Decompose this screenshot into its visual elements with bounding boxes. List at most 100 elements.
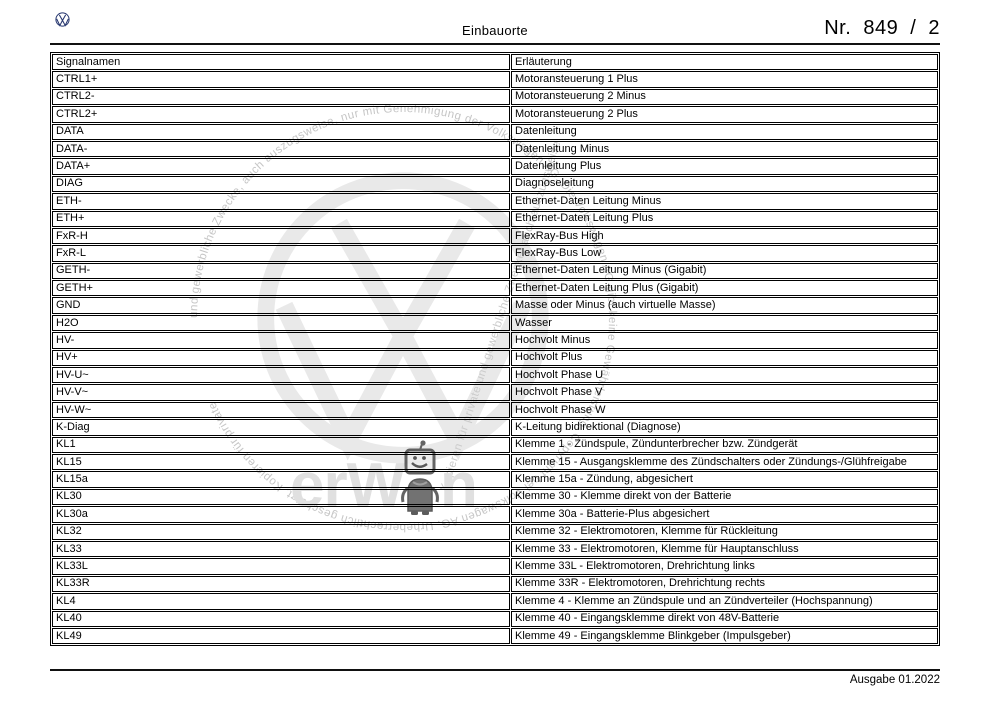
table-row: HV-U~ Hochvolt Phase U: [52, 367, 938, 384]
explanation-cell: Ethernet-Daten Leitung Minus: [511, 193, 938, 210]
table-row: KL4 Klemme 4 - Klemme an Zündspule und an…: [52, 593, 938, 610]
signal-name-cell: DIAG: [52, 175, 510, 193]
explanation-cell: Klemme 33R - Elektromotoren, Drehrichtun…: [511, 575, 938, 593]
page-footer: Ausgabe 01.2022: [50, 669, 940, 686]
signal-name-cell: HV-U~: [52, 367, 510, 384]
explanation-cell: Ethernet-Daten Leitung Minus (Gigabit): [511, 262, 938, 280]
vw-logo-icon: [55, 12, 70, 27]
explanation-cell: Ethernet-Daten Leitung Plus (Gigabit): [511, 280, 938, 297]
signal-name-cell: H2O: [52, 314, 510, 332]
table-row: KL15a Klemme 15a - Zündung, abgesichert: [52, 471, 938, 488]
signal-name-cell: KL15a: [52, 471, 510, 488]
table-row: KL33 Klemme 33 - Elektromotoren, Klemme f…: [52, 540, 938, 558]
table-row: KL1 Klemme 1 - Zündspule, Zündunterbreche…: [52, 436, 938, 453]
explanation-cell: Motoransteuerung 2 Minus: [511, 88, 938, 106]
explanation-cell: Hochvolt Plus: [511, 349, 938, 367]
explanation-cell: Klemme 33L - Elektromotoren, Drehrichtun…: [511, 558, 938, 575]
explanation-cell: Masse oder Minus (auch virtuelle Masse): [511, 297, 938, 314]
signal-name-cell: FxR-H: [52, 227, 510, 245]
explanation-cell: Klemme 4 - Klemme an Zündspule und an Zü…: [511, 593, 938, 610]
explanation-cell: Diagnoseleitung: [511, 175, 938, 193]
signal-name-cell: CTRL1+: [52, 71, 510, 88]
signal-name-cell: KL15: [52, 453, 510, 471]
explanation-cell: Klemme 40 - Eingangsklemme direkt von 48…: [511, 610, 938, 627]
table-row: DIAG Diagnoseleitung: [52, 175, 938, 193]
explanation-cell: Datenleitung Minus: [511, 140, 938, 158]
signal-name-cell: KL49: [52, 627, 510, 645]
explanation-cell: Wasser: [511, 314, 938, 332]
table-row: KL30a Klemme 30a - Batterie-Plus abgesich…: [52, 506, 938, 523]
signal-name-cell: HV+: [52, 349, 510, 367]
table-row: CTRL1+ Motoransteuerung 1 Plus: [52, 71, 938, 88]
explanation-cell: K-Leitung bidirektional (Diagnose): [511, 419, 938, 436]
table-row: KL15 Klemme 15 - Ausgangsklemme des Zünds…: [52, 453, 938, 471]
explanation-cell: Datenleitung Plus: [511, 158, 938, 175]
table-row: FxR-H FlexRay-Bus High: [52, 227, 938, 245]
signal-name-cell: GETH-: [52, 262, 510, 280]
table-row: KL32 Klemme 32 - Elektromotoren, Klemme f…: [52, 523, 938, 540]
table-row: HV+ Hochvolt Plus: [52, 349, 938, 367]
signal-name-cell: GND: [52, 297, 510, 314]
signal-name-cell: KL32: [52, 523, 510, 540]
signal-name-cell: HV-W~: [52, 401, 510, 419]
signal-name-cell: DATA+: [52, 158, 510, 175]
signal-name-cell: CTRL2+: [52, 106, 510, 123]
signal-name-cell: ETH+: [52, 210, 510, 227]
table-row: DATA Datenleitung: [52, 123, 938, 140]
table-row: DATA- Datenleitung Minus: [52, 140, 938, 158]
table-row: KL33L Klemme 33L - Elektromotoren, Drehri…: [52, 558, 938, 575]
table-row: H2O Wasser: [52, 314, 938, 332]
table-row: DATA+ Datenleitung Plus: [52, 158, 938, 175]
explanation-cell: FlexRay-Bus High: [511, 227, 938, 245]
column-header-erlaeuterung: Erläuterung: [511, 54, 938, 71]
signal-name-cell: KL4: [52, 593, 510, 610]
table-row: HV-V~ Hochvolt Phase V: [52, 384, 938, 401]
explanation-cell: Klemme 15 - Ausgangsklemme des Zündschal…: [511, 453, 938, 471]
table-row: CTRL2+ Motoransteuerung 2 Plus: [52, 106, 938, 123]
table-header-row: Signalnamen Erläuterung: [52, 54, 938, 71]
explanation-cell: Klemme 49 - Eingangsklemme Blinkgeber (I…: [511, 627, 938, 645]
explanation-cell: Klemme 30a - Batterie-Plus abgesichert: [511, 506, 938, 523]
explanation-cell: Klemme 32 - Elektromotoren, Klemme für R…: [511, 523, 938, 540]
explanation-cell: FlexRay-Bus Low: [511, 245, 938, 262]
signal-name-cell: KL40: [52, 610, 510, 627]
explanation-cell: Klemme 30 - Klemme direkt von der Batter…: [511, 488, 938, 506]
page-title: Einbauorte: [462, 23, 528, 38]
explanation-cell: Hochvolt Phase U: [511, 367, 938, 384]
page-header: Einbauorte Nr. 849 / 2: [50, 6, 940, 45]
erwin-watermark-text-right: n: [440, 451, 478, 520]
explanation-cell: Klemme 15a - Zündung, abgesichert: [511, 471, 938, 488]
signal-name-cell: KL30: [52, 488, 510, 506]
page-number: Nr. 849 / 2: [824, 17, 940, 39]
table-row: GETH- Ethernet-Daten Leitung Minus (Gigab…: [52, 262, 938, 280]
signal-name-cell: GETH+: [52, 280, 510, 297]
signal-name-cell: CTRL2-: [52, 88, 510, 106]
signal-name-cell: FxR-L: [52, 245, 510, 262]
signal-name-cell: ETH-: [52, 193, 510, 210]
table-row: HV-W~ Hochvolt Phase W: [52, 401, 938, 419]
table-row: FxR-L FlexRay-Bus Low: [52, 245, 938, 262]
signal-name-cell: HV-: [52, 332, 510, 349]
signal-name-cell: DATA-: [52, 140, 510, 158]
signal-name-cell: DATA: [52, 123, 510, 140]
table-row: CTRL2- Motoransteuerung 2 Minus: [52, 88, 938, 106]
explanation-cell: Hochvolt Minus: [511, 332, 938, 349]
signal-table-body: CTRL1+ Motoransteuerung 1 Plus CTRL2- Motor…: [52, 71, 938, 645]
signal-name-cell: K-Diag: [52, 419, 510, 436]
table-row: K-Diag K-Leitung bidirektional (Diagnose): [52, 419, 938, 436]
table-row: GETH+ Ethernet-Daten Leitung Plus (Gigabi…: [52, 280, 938, 297]
issue-label: Ausgabe 01.2022: [849, 674, 940, 686]
column-header-signalnamen: Signalnamen: [52, 54, 510, 71]
signal-name-cell: HV-V~: [52, 384, 510, 401]
erwin-watermark-text-left: erW: [290, 451, 406, 520]
signal-table: Signalnamen Erläuterung CTRL1+ Motoranste…: [50, 52, 940, 647]
explanation-cell: Klemme 1 - Zündspule, Zündunterbrecher b…: [511, 436, 938, 453]
signal-name-cell: KL33: [52, 540, 510, 558]
signal-name-cell: KL1: [52, 436, 510, 453]
table-row: KL40 Klemme 40 - Eingangsklemme direkt vo…: [52, 610, 938, 627]
table-row: KL49 Klemme 49 - Eingangsklemme Blinkgebe…: [52, 627, 938, 645]
explanation-cell: Ethernet-Daten Leitung Plus: [511, 210, 938, 227]
explanation-cell: Hochvolt Phase W: [511, 401, 938, 419]
explanation-cell: Klemme 33 - Elektromotoren, Klemme für H…: [511, 540, 938, 558]
explanation-cell: Motoransteuerung 1 Plus: [511, 71, 938, 88]
